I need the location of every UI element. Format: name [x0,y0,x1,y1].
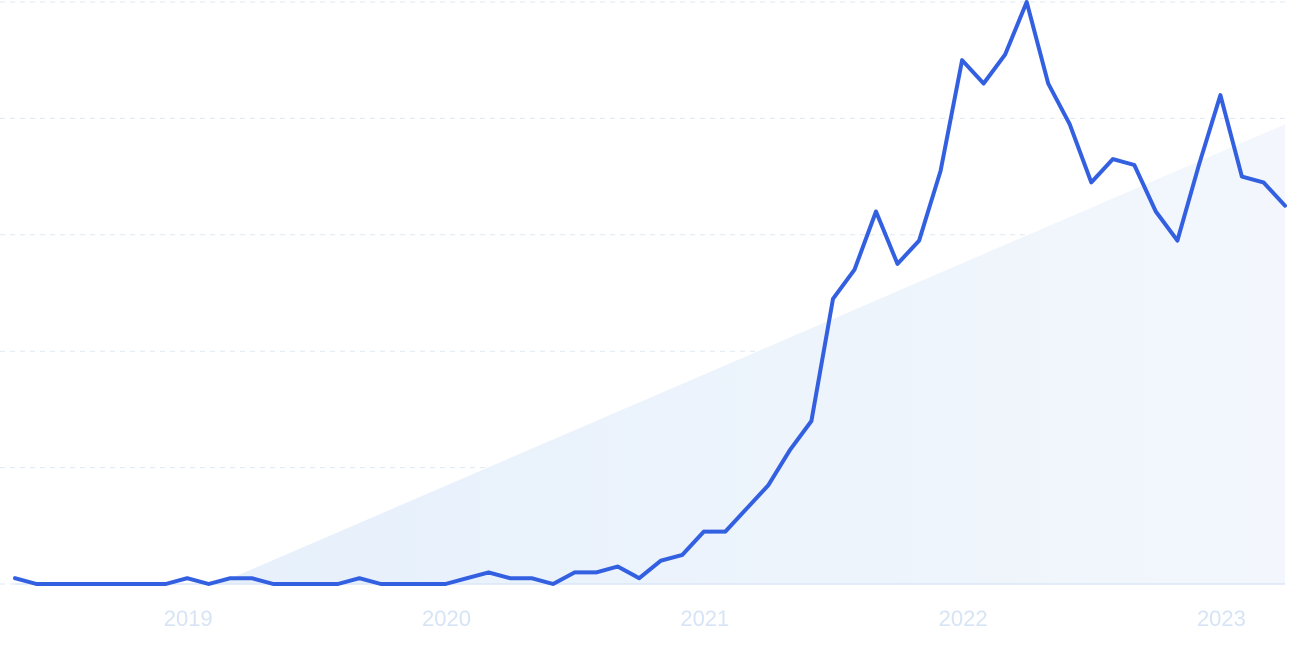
data-point [13,576,17,580]
data-point [637,576,641,580]
data-point [228,576,232,580]
data-point [809,419,813,423]
x-tick-labels: 2019 2020 2021 2022 2023 [164,606,1246,631]
data-point [1089,180,1093,184]
data-point [164,582,168,586]
data-point [1003,52,1007,56]
data-point [766,483,770,487]
data-point [508,576,512,580]
data-point [142,582,146,586]
data-point [723,530,727,534]
data-point [1068,122,1072,126]
data-point [702,530,706,534]
x-tick-label: 2020 [422,606,471,631]
data-point [1197,163,1201,167]
data-point [594,570,598,574]
series-line [13,0,1287,586]
data-point [659,559,663,563]
data-point [401,582,405,586]
data-point [982,82,986,86]
data-point [185,576,189,580]
data-point [56,582,60,586]
data-point [1283,204,1287,208]
data-point [831,297,835,301]
x-tick-label: 2023 [1197,606,1246,631]
data-point [207,582,211,586]
data-point [1132,163,1136,167]
x-tick-label: 2019 [164,606,213,631]
series-line-group [13,0,1287,586]
data-point [788,448,792,452]
data-point [874,210,878,214]
data-point [336,582,340,586]
data-point [680,553,684,557]
data-point [616,565,620,569]
data-point [1175,239,1179,243]
data-point [960,58,964,62]
data-point [444,582,448,586]
data-point [271,582,275,586]
data-point [121,582,125,586]
data-point [465,576,469,580]
data-point [487,570,491,574]
data-point [1218,93,1222,97]
data-point [357,576,361,580]
data-point [422,582,426,586]
data-point [939,169,943,173]
data-point [379,582,383,586]
data-point [99,582,103,586]
trend-area-group [217,124,1285,584]
data-point [1240,175,1244,179]
data-point [78,582,82,586]
data-point [745,506,749,510]
x-tick-label: 2022 [939,606,988,631]
data-point [1262,180,1266,184]
data-point [1025,0,1029,4]
data-point [551,582,555,586]
data-point [293,582,297,586]
data-point [1111,157,1115,161]
data-point [573,570,577,574]
data-point [1046,82,1050,86]
data-point [250,576,254,580]
trend-area [217,124,1285,584]
data-point [314,582,318,586]
data-point [1154,210,1158,214]
data-point [896,262,900,266]
data-point [35,582,39,586]
data-point [530,576,534,580]
data-point [853,268,857,272]
x-tick-label: 2021 [680,606,729,631]
data-point [917,239,921,243]
